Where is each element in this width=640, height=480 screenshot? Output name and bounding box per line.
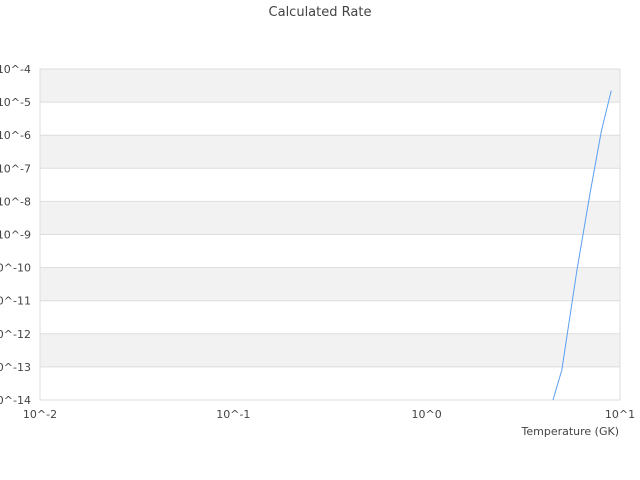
y-axis: 10^-4 10^-5 10^-6 10^-7 10^-8 10^-9 10^-10 10^-… [0,63,31,407]
x-tick-label: 10^-1 [216,408,250,421]
plot-frame [39,68,621,401]
x-tick-label: 10^-2 [23,408,57,421]
grid-band [40,102,620,136]
y-tick-label: 10^-14 [0,394,31,407]
grid-band [40,300,620,334]
y-tick-label: 10^-9 [0,229,31,242]
x-tick-label: 10^0 [412,408,442,421]
x-axis-label: Temperature (GK) [521,425,620,438]
y-tick-label: 10^-6 [0,129,31,142]
x-tick-label: 10^1 [605,408,635,421]
y-tick-label: 10^-8 [0,195,31,208]
grid-band [40,168,620,202]
grid-band [40,234,620,268]
y-tick-label: 10^-12 [0,328,31,341]
grid-band [40,333,620,367]
grid-bands [40,69,620,400]
chart-title: Calculated Rate [269,5,372,20]
grid-band [40,201,620,235]
y-tick-label: 10^-7 [0,162,31,175]
y-tick-label: 10^-13 [0,361,31,374]
grid-band [40,366,620,400]
grid-band [40,267,620,301]
grid-band [40,135,620,169]
grid-band [40,69,620,103]
x-axis: 10^-2 10^-1 10^0 10^1 [23,408,635,421]
y-tick-label: 10^-4 [0,63,31,76]
y-tick-label: 10^-10 [0,262,31,275]
y-tick-label: 10^-11 [0,295,31,308]
series-line [552,90,612,401]
y-tick-label: 10^-5 [0,96,31,109]
